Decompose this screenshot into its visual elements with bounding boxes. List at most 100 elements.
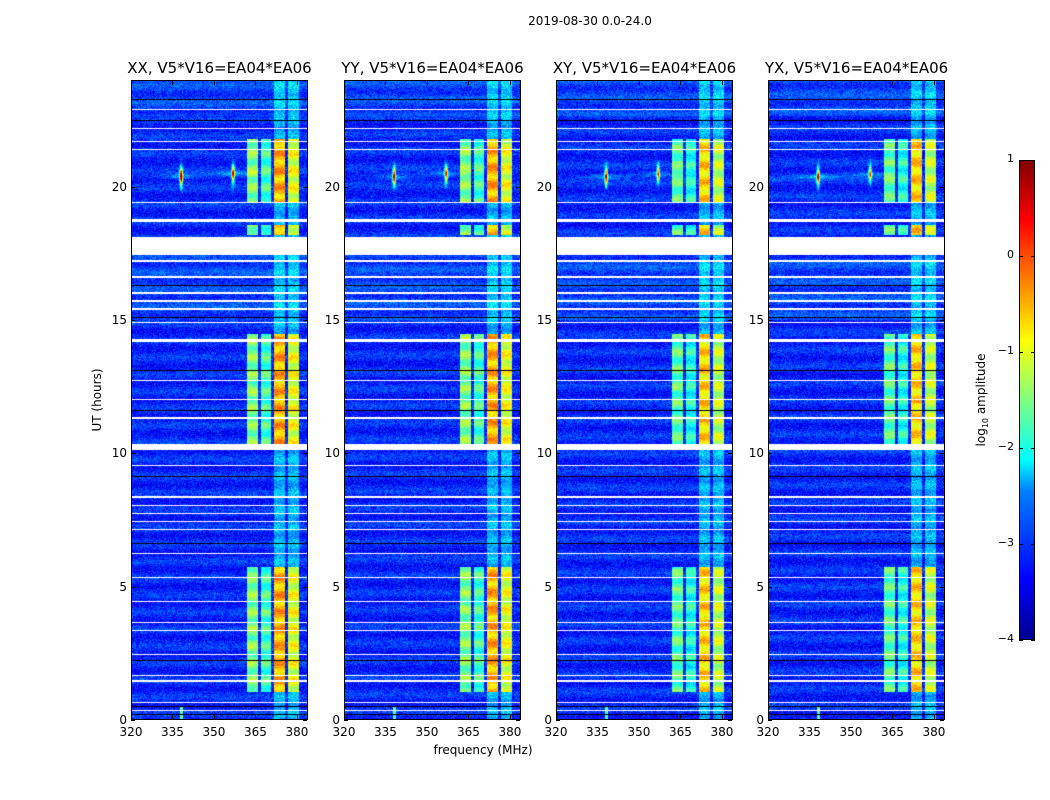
y-tick-mark: [303, 720, 307, 721]
y-tick-mark: [344, 453, 348, 455]
spectrogram-panel: [556, 80, 733, 720]
colorbar-tick-mark: [1019, 640, 1023, 641]
y-tick-label: 10: [748, 446, 764, 461]
colorbar-label-main: log: [973, 428, 988, 447]
x-tick-mark: [850, 715, 852, 719]
x-tick-mark: [509, 715, 511, 719]
x-tick-mark: [344, 81, 345, 85]
x-tick-label: 335: [586, 725, 609, 739]
y-tick-mark: [516, 320, 520, 321]
colorbar-tick-mark: [1031, 160, 1035, 161]
x-tick-mark: [344, 715, 345, 719]
x-tick-label: 335: [161, 725, 184, 739]
y-tick-label: 15: [111, 313, 127, 327]
x-tick-mark: [597, 81, 599, 85]
colorbar-tick-label: 0: [1007, 248, 1014, 261]
x-tick-mark: [721, 81, 723, 85]
y-tick-mark: [728, 720, 732, 721]
y-tick-label: 5: [544, 579, 552, 594]
x-tick-label: 365: [244, 725, 267, 739]
y-tick-label: 10: [536, 446, 552, 461]
x-tick-label: 365: [457, 725, 480, 739]
y-tick-mark: [303, 586, 307, 588]
x-tick-label: 380: [710, 725, 734, 739]
x-tick-mark: [933, 81, 935, 85]
y-tick-label: 0: [332, 713, 340, 727]
y-tick-mark: [131, 720, 135, 721]
x-tick-label: 320: [119, 725, 143, 739]
x-tick-mark: [809, 81, 811, 85]
spectrogram-panel: [131, 80, 308, 720]
x-tick-mark: [556, 81, 557, 85]
y-tick-label: 15: [748, 313, 764, 327]
y-axis-label: UT (hours): [90, 368, 104, 432]
colorbar-tick-mark: [1031, 544, 1035, 545]
y-tick-label: 0: [119, 713, 127, 727]
x-tick-mark: [172, 715, 174, 719]
x-tick-mark: [680, 715, 682, 719]
y-tick-mark: [344, 320, 348, 321]
y-tick-mark: [768, 186, 772, 188]
colorbar-label-rest: amplitude: [973, 353, 988, 418]
x-tick-label: 350: [627, 725, 651, 739]
panel-title: XX, V5*V16=EA04*EA06: [127, 59, 312, 77]
y-tick-mark: [728, 453, 732, 455]
y-tick-mark: [131, 586, 135, 588]
x-tick-mark: [468, 81, 470, 85]
colorbar-label-sub: 10: [981, 417, 991, 429]
colorbar-tick-label: 1: [1007, 152, 1014, 165]
y-tick-mark: [131, 320, 135, 321]
y-tick-label: 0: [756, 713, 764, 727]
colorbar-tick-label: −2: [997, 440, 1014, 453]
x-tick-mark: [296, 715, 298, 719]
y-tick-mark: [768, 586, 772, 588]
spectrogram-image: [345, 81, 520, 719]
colorbar-tick-mark: [1031, 640, 1035, 641]
x-tick-label: 335: [374, 725, 397, 739]
y-tick-mark: [516, 586, 520, 588]
y-tick-label: 20: [111, 179, 127, 194]
y-tick-mark: [940, 453, 944, 455]
colorbar-tick-mark: [1019, 544, 1023, 545]
y-tick-mark: [728, 586, 732, 588]
x-tick-mark: [172, 81, 174, 85]
y-tick-mark: [344, 586, 348, 588]
x-tick-mark: [850, 81, 852, 85]
colorbar-tick-mark: [1019, 256, 1023, 257]
x-tick-mark: [426, 715, 428, 719]
y-tick-mark: [940, 586, 944, 588]
y-tick-mark: [768, 720, 772, 721]
x-tick-mark: [426, 81, 428, 85]
x-tick-label: 365: [669, 725, 692, 739]
y-tick-mark: [768, 320, 772, 321]
x-tick-mark: [721, 715, 723, 719]
x-tick-mark: [638, 715, 640, 719]
y-tick-label: 20: [748, 179, 764, 194]
x-tick-label: 350: [202, 725, 226, 739]
y-tick-label: 10: [324, 446, 340, 461]
x-tick-mark: [597, 715, 599, 719]
colorbar-label: log10 amplitude: [974, 354, 990, 447]
x-tick-mark: [556, 715, 557, 719]
x-tick-mark: [680, 81, 682, 85]
x-tick-label: 350: [839, 725, 863, 739]
y-tick-label: 15: [324, 313, 340, 327]
spectrogram-image: [769, 81, 944, 719]
y-tick-mark: [556, 320, 560, 321]
colorbar-tick-mark: [1019, 160, 1023, 161]
panel-title: YX, V5*V16=EA04*EA06: [764, 59, 949, 77]
x-tick-mark: [638, 81, 640, 85]
y-tick-label: 5: [119, 579, 127, 594]
y-tick-label: 20: [324, 179, 340, 194]
x-tick-mark: [509, 81, 511, 85]
y-tick-mark: [556, 186, 560, 188]
x-tick-label: 380: [285, 725, 309, 739]
y-tick-mark: [940, 320, 944, 321]
y-tick-mark: [556, 720, 560, 721]
colorbar-tick-mark: [1031, 256, 1035, 257]
y-tick-mark: [556, 453, 560, 455]
x-tick-mark: [809, 715, 811, 719]
y-tick-mark: [303, 186, 307, 188]
colorbar-tick-label: −4: [997, 632, 1014, 645]
